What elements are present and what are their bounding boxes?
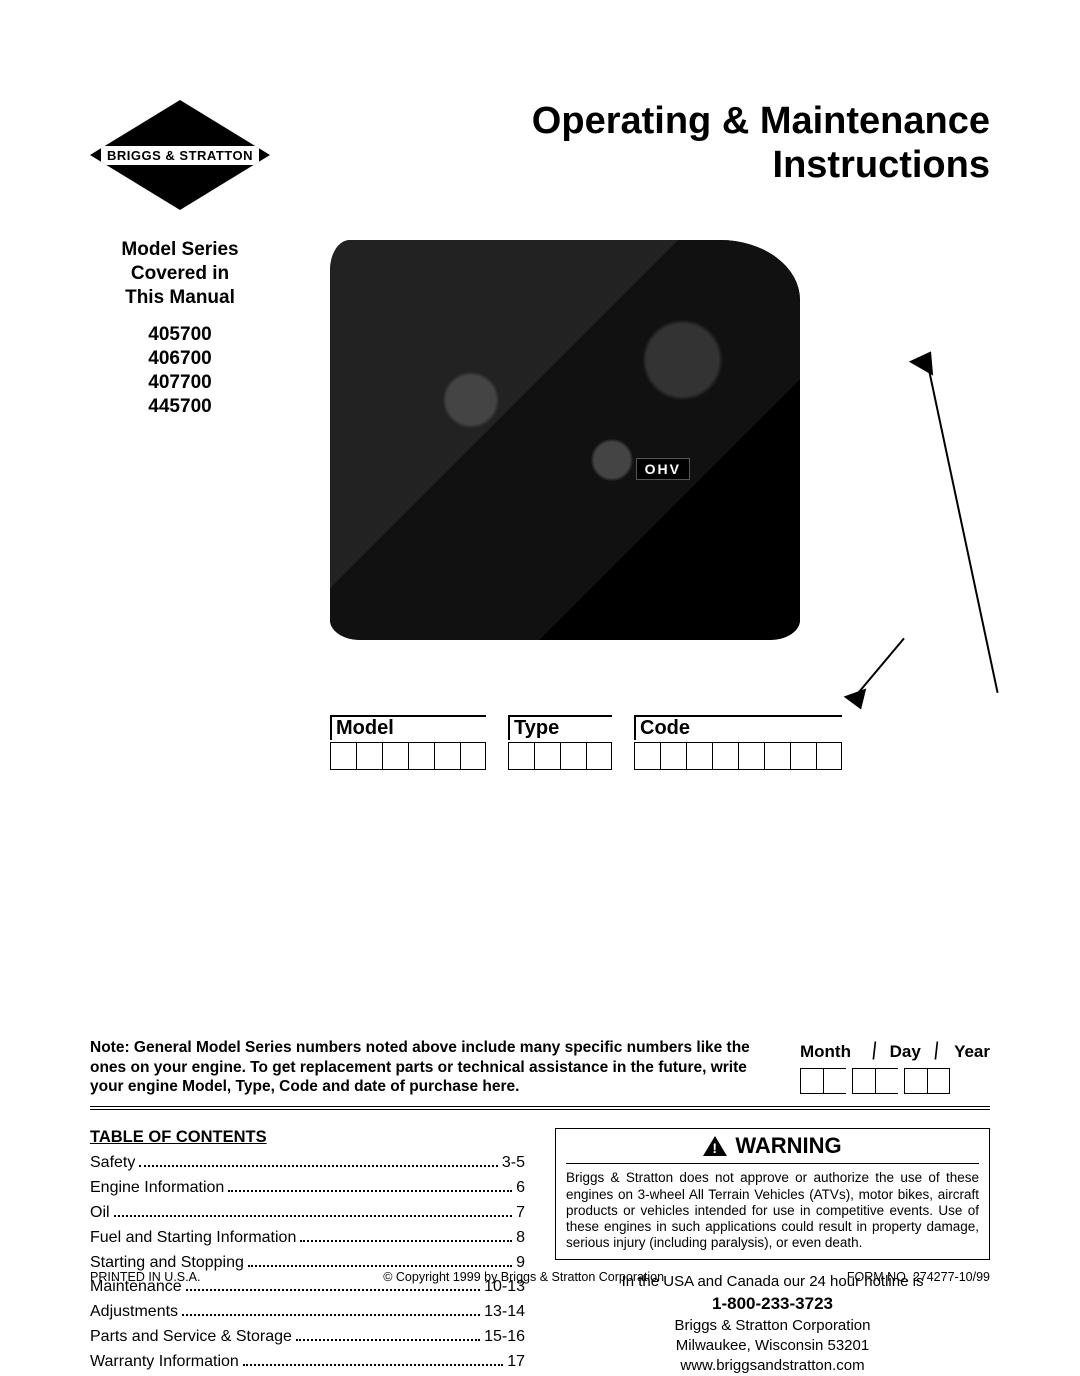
callout-arrow-icon bbox=[844, 688, 873, 713]
identification-row: Model Type Code bbox=[330, 715, 890, 770]
note-row: Note: General Model Series numbers noted… bbox=[90, 1038, 990, 1110]
engine-illustration-area: OHV bbox=[330, 240, 890, 700]
warning-title: WARNING bbox=[735, 1133, 841, 1159]
toc-item: Adjustments13-14 bbox=[90, 1300, 525, 1325]
note-text: Note: General Model Series numbers noted… bbox=[90, 1038, 776, 1096]
date-labels: Month / Day / Year bbox=[800, 1038, 990, 1066]
brand-name: BRIGGS & STRATTON bbox=[101, 146, 259, 165]
corporation-name: Briggs & Stratton Corporation bbox=[555, 1316, 990, 1336]
warning-triangle-icon bbox=[703, 1136, 727, 1156]
code-label: Code bbox=[634, 715, 842, 740]
warning-body: Briggs & Stratton does not approve or au… bbox=[566, 1170, 979, 1251]
hotline-number: 1-800-233-3723 bbox=[555, 1293, 990, 1316]
slash-icon: / bbox=[932, 1038, 941, 1066]
footer-left: PRINTED IN U.S.A. bbox=[90, 1270, 200, 1284]
toc-item: Safety3-5 bbox=[90, 1151, 525, 1176]
year-label: Year bbox=[943, 1042, 990, 1062]
document-title: Operating & Maintenance Instructions bbox=[310, 100, 990, 187]
toc-item: Fuel and Starting Information8 bbox=[90, 1226, 525, 1251]
engine-ohv-badge: OHV bbox=[636, 458, 690, 480]
website: www.briggsandstratton.com bbox=[555, 1356, 990, 1376]
model-list: 405700 406700 407700 445700 bbox=[90, 323, 270, 418]
warning-header: WARNING bbox=[566, 1133, 979, 1164]
callout-line bbox=[858, 638, 905, 693]
day-label: Day bbox=[882, 1042, 929, 1062]
warning-column: WARNING Briggs & Stratton does not appro… bbox=[555, 1128, 990, 1376]
model-field: Model bbox=[330, 715, 486, 770]
model-number: 405700 bbox=[90, 323, 270, 347]
warning-box: WARNING Briggs & Stratton does not appro… bbox=[555, 1128, 990, 1260]
toc-item: Oil7 bbox=[90, 1201, 525, 1226]
code-boxes[interactable] bbox=[634, 742, 842, 770]
brand-logo: BRIGGS & STRATTON bbox=[90, 100, 270, 210]
table-of-contents: TABLE OF CONTENTS Safety3-5 Engine Infor… bbox=[90, 1128, 525, 1376]
toc-heading: TABLE OF CONTENTS bbox=[90, 1128, 525, 1147]
toc-item: Parts and Service & Storage15-16 bbox=[90, 1325, 525, 1350]
footer-center: © Copyright 1999 by Briggs & Stratton Co… bbox=[383, 1270, 664, 1284]
code-field: Code bbox=[634, 715, 842, 770]
model-number: 406700 bbox=[90, 347, 270, 371]
purchase-date-block: Month / Day / Year bbox=[800, 1038, 990, 1094]
page-footer: PRINTED IN U.S.A. © Copyright 1999 by Br… bbox=[90, 1270, 990, 1284]
footer-right: FORM NO. 274277-10/99 bbox=[847, 1270, 990, 1284]
logo-column: BRIGGS & STRATTON ® Model Series Covered… bbox=[90, 100, 310, 418]
toc-item: Engine Information6 bbox=[90, 1176, 525, 1201]
lower-section: TABLE OF CONTENTS Safety3-5 Engine Infor… bbox=[90, 1128, 990, 1376]
type-boxes[interactable] bbox=[508, 742, 612, 770]
type-field: Type bbox=[508, 715, 612, 770]
model-series-block: Model Series Covered in This Manual 4057… bbox=[90, 238, 270, 418]
toc-item: Warranty Information17 bbox=[90, 1350, 525, 1375]
corporation-address: Milwaukee, Wisconsin 53201 bbox=[555, 1336, 990, 1356]
model-number: 407700 bbox=[90, 371, 270, 395]
month-label: Month bbox=[800, 1042, 867, 1062]
model-boxes[interactable] bbox=[330, 742, 486, 770]
callout-line bbox=[928, 370, 999, 693]
model-series-heading: Model Series Covered in This Manual bbox=[90, 238, 270, 309]
model-label: Model bbox=[330, 715, 486, 740]
date-boxes[interactable] bbox=[800, 1068, 990, 1094]
contact-block: In the USA and Canada our 24 hour hotlin… bbox=[555, 1272, 990, 1376]
slash-icon: / bbox=[870, 1038, 879, 1066]
title-column: Operating & Maintenance Instructions bbox=[310, 100, 990, 187]
type-label: Type bbox=[508, 715, 612, 740]
engine-illustration: OHV bbox=[330, 240, 800, 640]
model-number: 445700 bbox=[90, 395, 270, 419]
